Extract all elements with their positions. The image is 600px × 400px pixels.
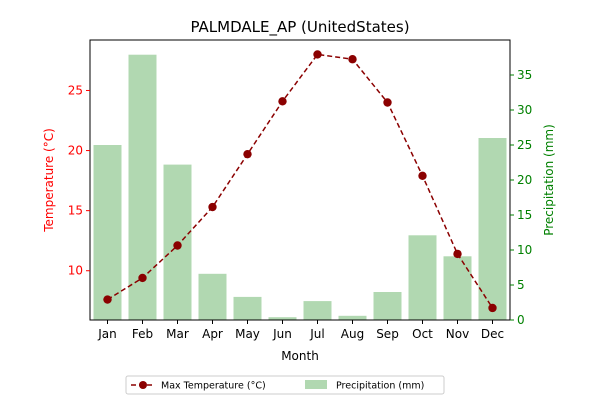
x-tick-label-aug: Aug xyxy=(341,327,364,341)
legend-bar-swatch xyxy=(305,380,327,389)
precip-bar-nov xyxy=(443,256,472,320)
y-right-tick-label-15: 15 xyxy=(517,208,532,222)
temperature-point-jun xyxy=(278,97,287,106)
legend-label-temperature: Max Temperature (°C) xyxy=(161,381,266,392)
temperature-point-jan xyxy=(103,295,112,304)
x-axis-label: Month xyxy=(281,349,319,363)
x-tick-label-feb: Feb xyxy=(132,327,153,341)
y-right-tick-label-10: 10 xyxy=(517,243,532,257)
precip-bar-aug xyxy=(338,315,367,320)
temperature-point-nov xyxy=(453,249,462,259)
temperature-point-mar xyxy=(173,241,182,250)
precip-bar-may xyxy=(233,296,262,320)
precip-bar-sep xyxy=(373,292,402,320)
y-right-tick-label-0: 0 xyxy=(517,313,525,327)
precip-bar-jul xyxy=(303,301,332,320)
y-right-tick-label-5: 5 xyxy=(517,278,525,292)
y-left-tick-label-10: 10 xyxy=(68,264,83,278)
y-right-tick-label-20: 20 xyxy=(517,173,532,187)
x-tick-label-apr: Apr xyxy=(202,327,223,341)
plot-area: Jan Feb Mar Apr May Jun Jul Aug Sep Oct Nov Dec 10 15… xyxy=(68,39,532,341)
x-tick-label-nov: Nov xyxy=(446,327,469,341)
x-tick-label-oct: Oct xyxy=(412,327,433,341)
x-tick-label-dec: Dec xyxy=(481,327,504,341)
temperature-point-feb xyxy=(138,273,147,283)
temperature-point-oct xyxy=(418,171,427,180)
temperature-point-dec xyxy=(488,303,497,313)
legend: Max Temperature (°C) Precipitation (mm) xyxy=(125,375,445,395)
precip-bar-jan xyxy=(93,145,122,320)
y-left-tick-label-15: 15 xyxy=(68,204,83,218)
x-tick-label-jan: Jan xyxy=(97,327,117,341)
x-tick-label-jul: Jul xyxy=(309,327,324,341)
temperature-point-may xyxy=(243,149,252,159)
legend-marker-swatch xyxy=(139,381,147,389)
y-right-tick-label-35: 35 xyxy=(517,68,532,82)
temperature-line xyxy=(107,53,494,309)
precip-bar-oct xyxy=(408,235,437,320)
x-tick-label-mar: Mar xyxy=(166,327,189,341)
y-right-tick-label-30: 30 xyxy=(517,103,532,117)
y-axis-left-label: Temperature (°C) xyxy=(42,128,56,233)
temperature-point-apr xyxy=(208,202,217,212)
temperature-point-jul xyxy=(313,50,322,59)
y-axis-right-label: Precipitation (mm) xyxy=(542,124,556,236)
x-tick-label-sep: Sep xyxy=(376,327,399,341)
x-tick-label-jun: Jun xyxy=(272,327,292,341)
precip-bar-apr xyxy=(198,273,227,320)
y-left-tick-label-20: 20 xyxy=(68,144,83,158)
y-left-tick-label-25: 25 xyxy=(68,83,83,97)
temperature-point-aug xyxy=(348,55,357,64)
chart-title: PALMDALE_AP (UnitedStates) xyxy=(190,18,409,37)
precip-bar-dec xyxy=(478,138,507,320)
legend-label-precipitation: Precipitation (mm) xyxy=(336,381,424,392)
y-right-tick-label-25: 25 xyxy=(517,138,532,152)
temperature-point-sep xyxy=(383,98,392,107)
legend-frame xyxy=(125,375,445,395)
precip-bar-jun xyxy=(268,317,297,320)
x-tick-label-may: May xyxy=(235,327,260,341)
